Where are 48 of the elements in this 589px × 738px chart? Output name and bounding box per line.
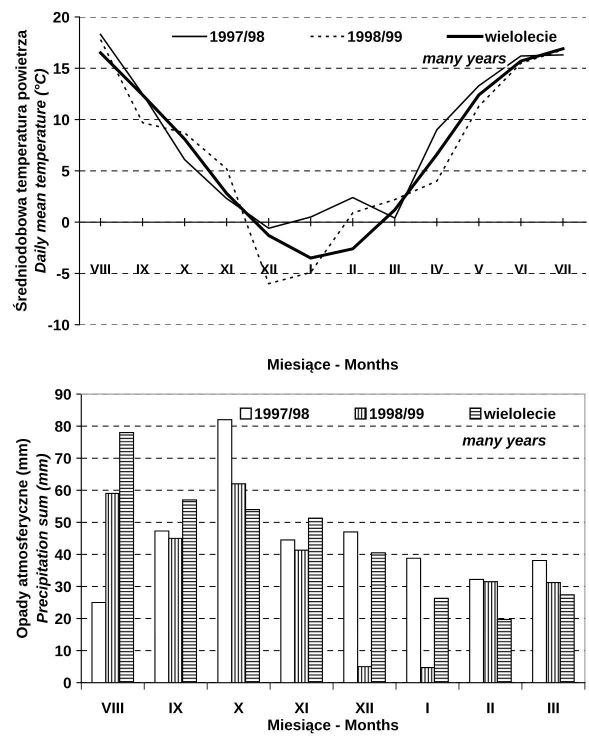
y-tick-label: 5 <box>62 166 70 177</box>
y-tick-label: 40 <box>54 549 71 560</box>
x-axis-title: Miesiące - Months <box>268 719 398 734</box>
x-tick-label: II <box>350 264 356 274</box>
y-tick-label: 50 <box>55 517 71 528</box>
y-tick-label: 80 <box>55 421 71 432</box>
x-tick-label: XII <box>355 702 373 714</box>
y-tick-label: 10 <box>56 645 71 656</box>
y-tick-label: 10 <box>54 114 70 126</box>
legend-label: 1997/98 <box>210 30 264 42</box>
legend-label: wielolecie <box>484 30 557 42</box>
y-tick-label: 0 <box>64 678 71 688</box>
y-axis-title: Opady atmosferyczne (mm) Precipitation sum (mm) <box>16 438 51 638</box>
x-tick-label: X <box>180 264 190 274</box>
x-tick-label: IX <box>170 702 183 714</box>
x-tick-label: IX <box>136 264 150 274</box>
x-tick-label: XI <box>294 702 308 714</box>
x-tick-label: I <box>426 702 429 714</box>
legend-label: wielolecie <box>484 408 556 420</box>
x-tick-label: III <box>390 264 400 274</box>
x-tick-label: VIII <box>101 702 124 714</box>
x-tick-label: IV <box>431 264 444 274</box>
y-tick-label: -5 <box>56 268 70 280</box>
y-tick-label: -10 <box>48 320 70 330</box>
legend-label: 1997/98 <box>255 408 309 420</box>
x-tick-label: I <box>310 264 312 274</box>
y-tick-label: 0 <box>62 217 70 228</box>
y-tick-label: 15 <box>54 63 70 74</box>
x-tick-label: VIII <box>90 264 110 274</box>
y-axis-title: Średniodobowa temperatura powietrza Daily mean temperature (°C) <box>12 30 49 312</box>
legend-label: 1998/99 <box>348 30 402 42</box>
annotation: many years <box>422 55 506 67</box>
x-tick-label: VI <box>514 264 527 274</box>
y-tick-label: 30 <box>54 581 71 592</box>
x-tick-label: VII <box>554 264 570 274</box>
x-tick-label: V <box>474 264 484 274</box>
x-tick-label: III <box>548 702 559 714</box>
annotation: many years <box>462 437 546 449</box>
y-tick-label: 60 <box>55 485 71 496</box>
y-tick-label: 90 <box>55 388 71 400</box>
y-tick-label: 70 <box>55 453 71 464</box>
y-tick-label: 20 <box>53 12 70 23</box>
legend-label: 1998/99 <box>370 408 424 420</box>
x-tick-label: II <box>487 702 494 714</box>
x-axis-title: Miesiące - Months <box>268 358 398 373</box>
x-tick-label: X <box>234 702 244 714</box>
x-tick-label: XI <box>220 264 232 274</box>
y-tick-label: 20 <box>55 613 71 624</box>
